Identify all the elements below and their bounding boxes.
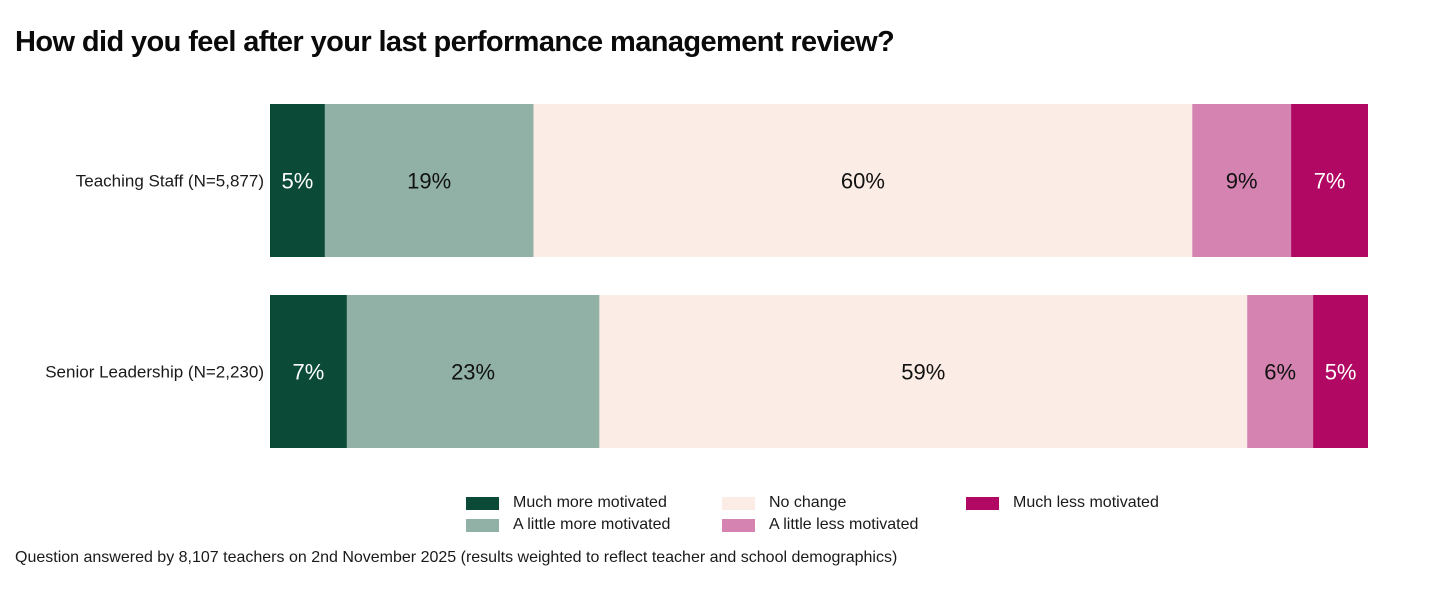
legend-swatch (466, 518, 499, 532)
data-label: 19% (407, 169, 451, 194)
bar-row: Senior Leadership (N=2,230) 7% 23% 59% 6% 5% (45, 295, 1368, 448)
category-label: Teaching Staff (N=5,877) (76, 172, 264, 191)
footnote: Question answered by 8,107 teachers on 2… (15, 549, 898, 566)
legend-label: A little more motivated (513, 516, 671, 533)
bar-segment (599, 295, 1248, 448)
data-label: 9% (1226, 169, 1258, 194)
data-label: 23% (451, 360, 495, 385)
stacked-bar-chart: Teaching Staff (N=5,877) 5% 19% 60% 9% 7%Seni… (45, 104, 1368, 448)
bar-row: Teaching Staff (N=5,877) 5% 19% 60% 9% 7% (76, 104, 1368, 257)
legend-label: Much more motivated (513, 494, 667, 511)
legend-item-a-little-less-motivated: A little less motivated (722, 516, 918, 534)
data-label: 6% (1264, 360, 1296, 385)
bar-segment (1291, 104, 1368, 257)
bar-segment (270, 295, 347, 448)
legend-label: Much less motivated (1013, 494, 1159, 511)
bar-segment (1313, 295, 1368, 448)
chart-title: How did you feel after your last perform… (15, 26, 895, 58)
bar-segment (533, 104, 1193, 257)
data-label: 7% (293, 360, 325, 385)
data-label: 5% (1325, 360, 1357, 385)
data-label: 7% (1314, 169, 1346, 194)
legend-swatch (722, 496, 755, 510)
legend-swatch (466, 496, 499, 510)
bar-segment (270, 104, 325, 257)
legend-item-a-little-more-motivated: A little more motivated (466, 516, 670, 534)
legend: Much more motivated A little more motiva… (466, 494, 1226, 538)
legend-label: A little less motivated (769, 516, 919, 533)
legend-swatch (722, 518, 755, 532)
bar-segment (1192, 104, 1292, 257)
data-label: 5% (282, 169, 314, 194)
legend-item-much-more-motivated: Much more motivated (466, 494, 667, 512)
legend-item-much-less-motivated: Much less motivated (966, 494, 1159, 512)
data-label: 60% (841, 169, 885, 194)
legend-label: No change (769, 494, 847, 511)
legend-swatch (966, 496, 999, 510)
bar-segment (346, 295, 600, 448)
bar-segment (324, 104, 534, 257)
bar-segment (1247, 295, 1314, 448)
category-label: Senior Leadership (N=2,230) (45, 363, 264, 382)
legend-item-no-change: No change (722, 494, 846, 512)
data-label: 59% (901, 360, 945, 385)
